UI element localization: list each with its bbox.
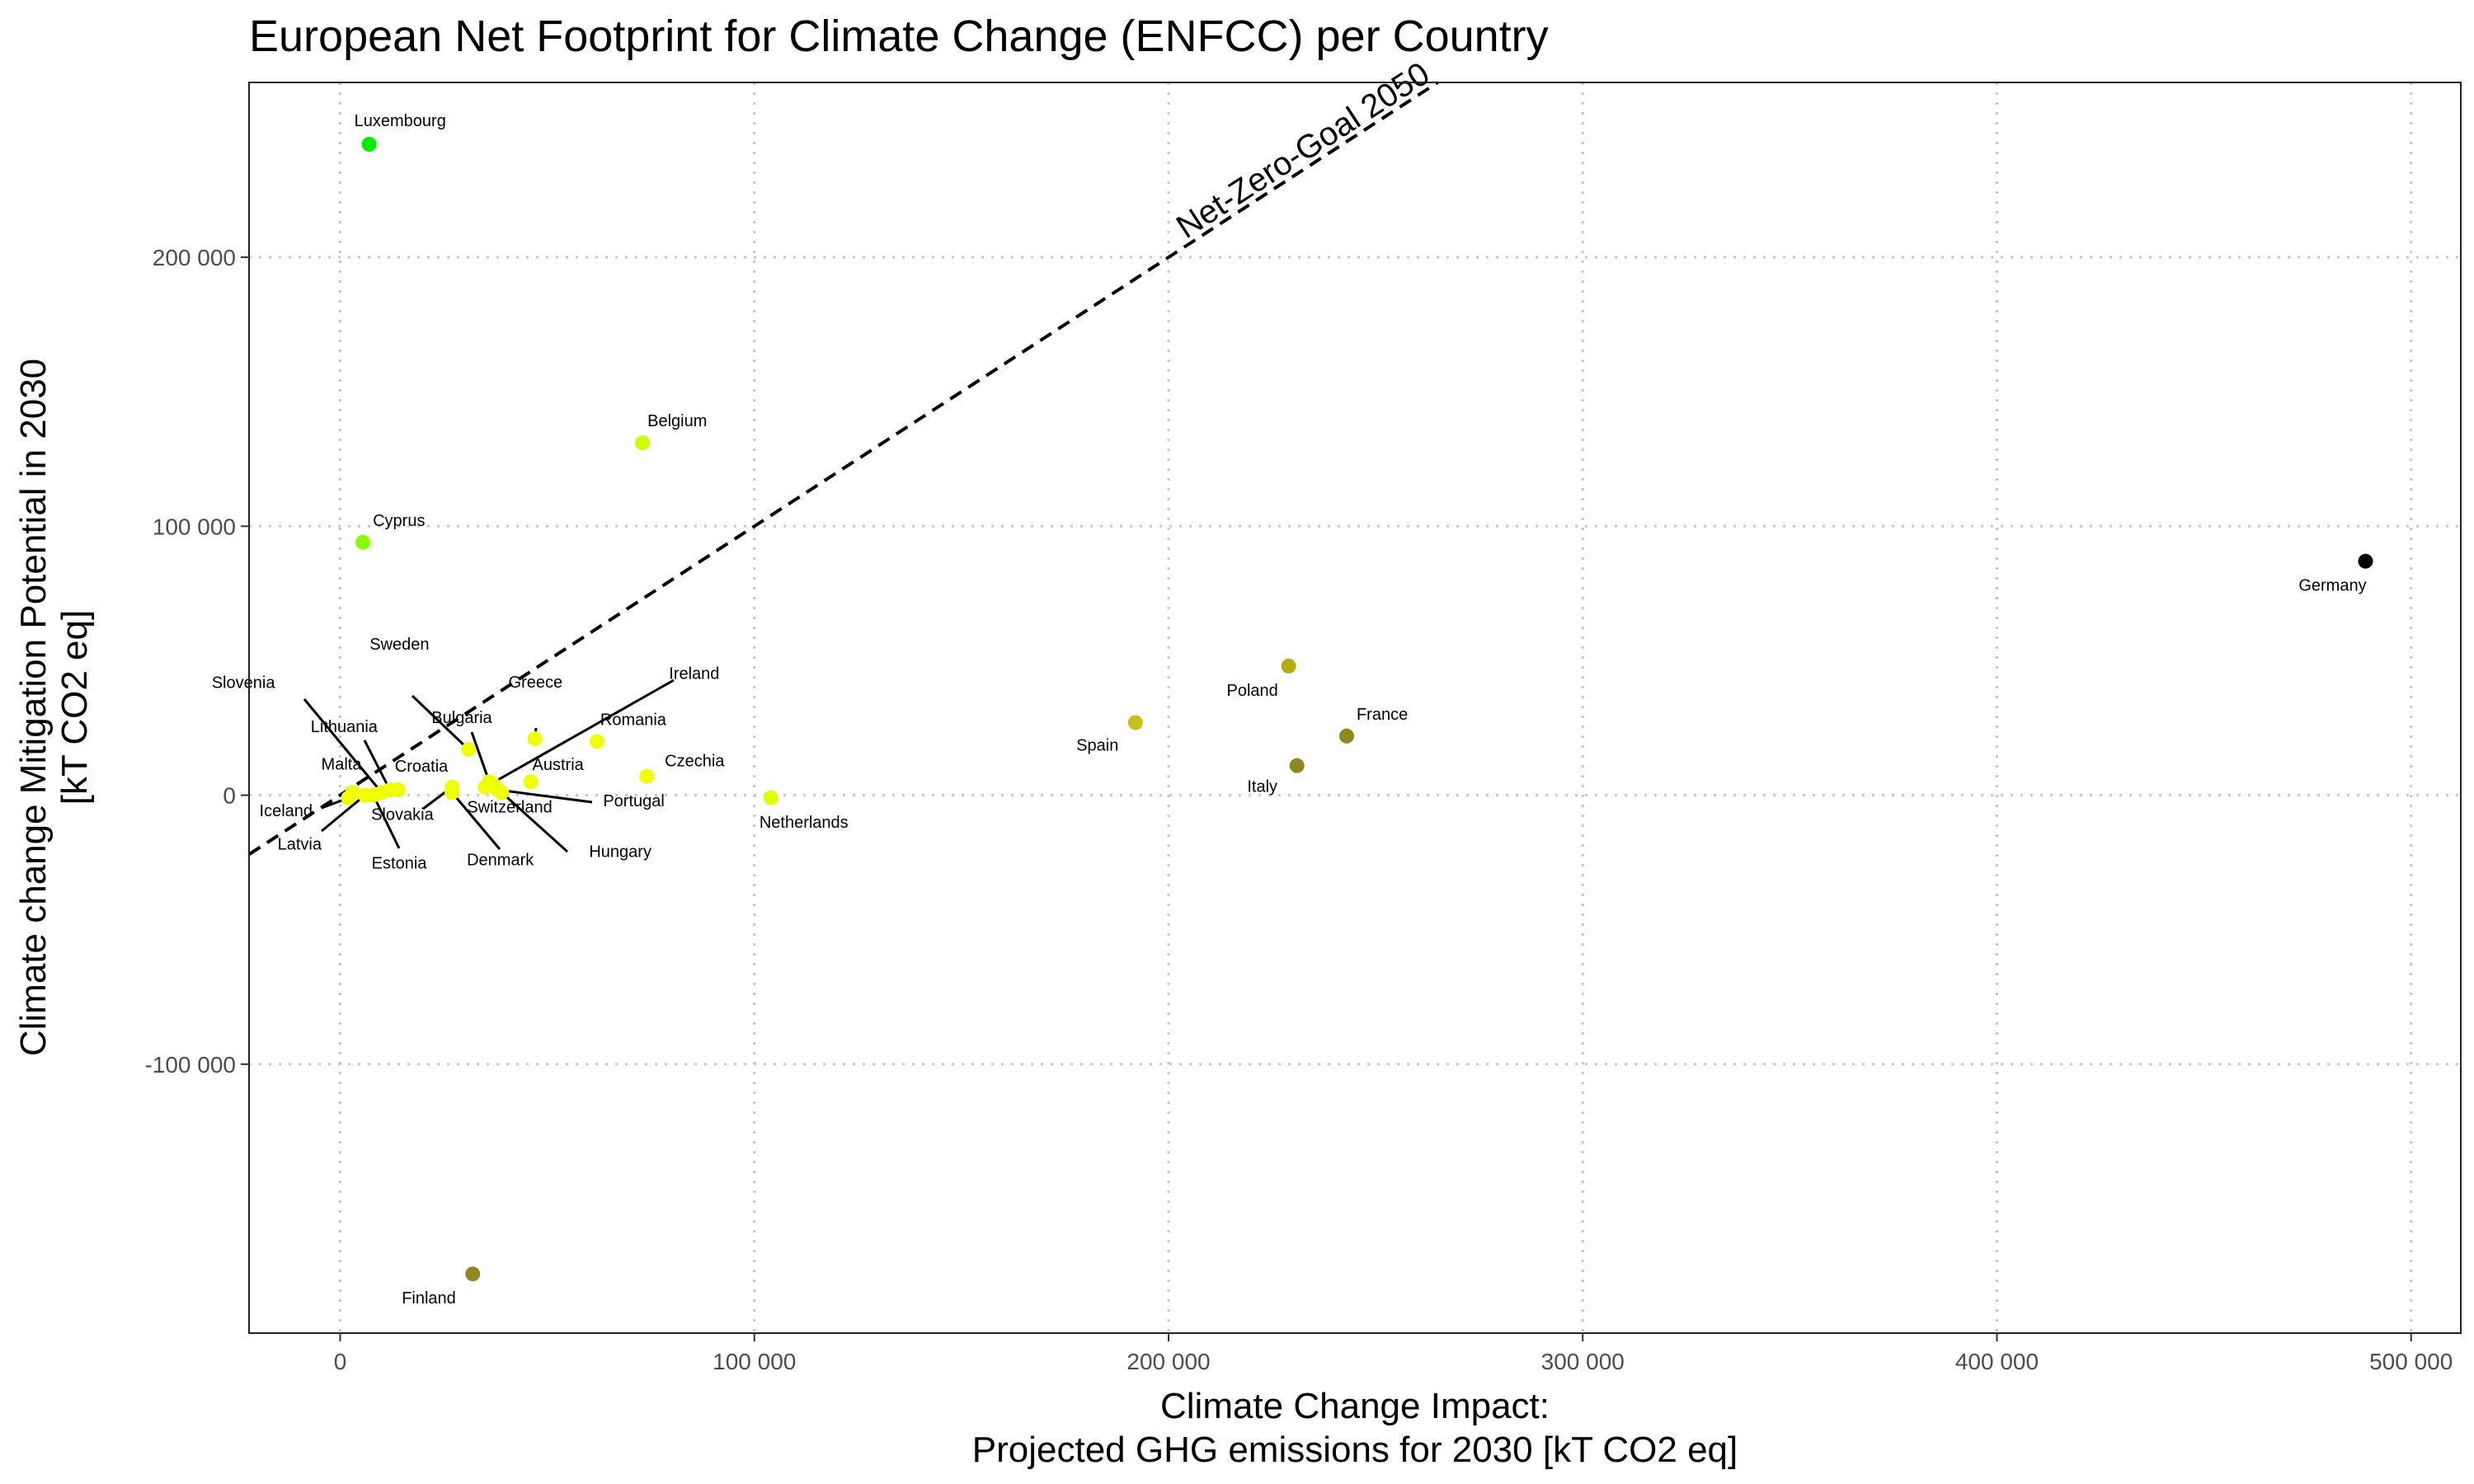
leader-lithuania (363, 740, 392, 791)
label-poland: Poland (1226, 682, 1277, 700)
label-denmark: Denmark (467, 851, 534, 869)
label-cyprus: Cyprus (373, 512, 425, 530)
label-finland: Finland (402, 1289, 456, 1308)
x-axis-title-line1: Climate Change Impact: (1160, 1386, 1550, 1426)
point-spain (1127, 715, 1143, 730)
x-tick-label: 100 000 (713, 1349, 796, 1374)
y-tick-label: 100 000 (153, 514, 236, 539)
net-zero-reference: Net-Zero-Goal 2050 (247, 55, 1439, 856)
label-portugal: Portugal (603, 792, 665, 810)
label-romania: Romania (600, 711, 667, 729)
point-cyprus (355, 534, 371, 550)
label-lithuania: Lithuania (311, 718, 379, 736)
label-hungary: Hungary (589, 843, 651, 861)
leader-sweden (411, 694, 470, 751)
leader-hungary (501, 791, 569, 853)
point-luxembourg (361, 137, 377, 153)
label-belgium: Belgium (647, 412, 707, 430)
plot-panel (248, 82, 2462, 1334)
y-axis-title-line1: Climate change Mitigation Potential in 2… (13, 359, 54, 1056)
point-poland (1281, 658, 1296, 674)
label-luxembourg: Luxembourg (355, 112, 446, 130)
label-croatia: Croatia (395, 758, 449, 776)
label-latvia: Latvia (278, 836, 322, 854)
point-italy (1289, 758, 1305, 773)
point-greece (527, 731, 543, 747)
x-tick-label: 300 000 (1541, 1349, 1625, 1374)
point-czechia (639, 768, 655, 784)
label-estonia: Estonia (372, 855, 428, 873)
label-malta: Malta (322, 755, 363, 773)
point-netherlands (763, 790, 778, 805)
x-tick-label: 0 (334, 1349, 347, 1374)
label-bulgaria: Bulgaria (431, 709, 492, 727)
grid-lines (249, 82, 2461, 1333)
leader-denmark (450, 791, 501, 850)
label-spain: Spain (1076, 736, 1118, 754)
leader-latvia (321, 794, 366, 833)
label-italy: Italy (1247, 778, 1277, 796)
label-greece: Greece (509, 674, 563, 692)
y-axis-ticks: -100 000 0 100 000 200 000 (144, 245, 249, 1078)
chart-title: European Net Footprint for Climate Chang… (249, 12, 1549, 61)
leader-ireland (484, 679, 675, 789)
leader-slovenia (303, 698, 383, 794)
x-tick-label: 400 000 (1955, 1349, 2039, 1374)
data-points (341, 137, 2373, 1282)
point-france (1338, 728, 1354, 744)
x-axis-title-line2: Projected GHG emissions for 2030 [kT CO2… (972, 1430, 1738, 1470)
x-tick-label: 200 000 (1126, 1349, 1210, 1374)
point-romania (589, 734, 604, 749)
net-zero-line (247, 81, 1439, 856)
label-leaders (303, 679, 675, 853)
point-slovakia (444, 779, 460, 795)
label-germany: Germany (2298, 577, 2366, 595)
point-latvia (357, 787, 373, 803)
point-germany (2358, 553, 2373, 569)
leader-bulgaria (470, 731, 491, 782)
x-axis-ticks: 0 100 000 200 000 300 000 400 000 500 000 (334, 1333, 2453, 1374)
leader-estonia (372, 794, 401, 849)
leader-portugal (497, 788, 593, 804)
point-sweden (461, 742, 477, 758)
y-tick-label: -100 000 (144, 1052, 236, 1078)
point-austria (523, 774, 539, 790)
y-tick-label: 200 000 (153, 245, 236, 270)
label-iceland: Iceland (260, 802, 313, 820)
label-france: France (1357, 706, 1408, 724)
x-tick-label: 500 000 (2369, 1349, 2453, 1374)
point-hungary (494, 785, 510, 801)
label-ireland: Ireland (669, 665, 719, 683)
label-slovakia: Slovakia (371, 806, 434, 824)
point-labels: Luxembourg Cyprus Belgium Germany Poland Fran… (212, 112, 2367, 1308)
label-netherlands: Netherlands (760, 814, 849, 832)
point-finland (465, 1266, 481, 1282)
label-slovenia: Slovenia (212, 674, 276, 692)
label-sweden: Sweden (369, 636, 429, 654)
point-iceland (341, 790, 356, 805)
label-czechia: Czechia (665, 753, 725, 771)
y-axis-title-line2: [kT CO2 eq] (54, 610, 95, 805)
y-tick-label: 0 (223, 783, 236, 809)
label-switzerland: Switzerland (467, 798, 552, 816)
point-belgium (635, 435, 651, 451)
label-austria: Austria (533, 756, 585, 774)
net-zero-label: Net-Zero-Goal 2050 (1170, 55, 1436, 246)
